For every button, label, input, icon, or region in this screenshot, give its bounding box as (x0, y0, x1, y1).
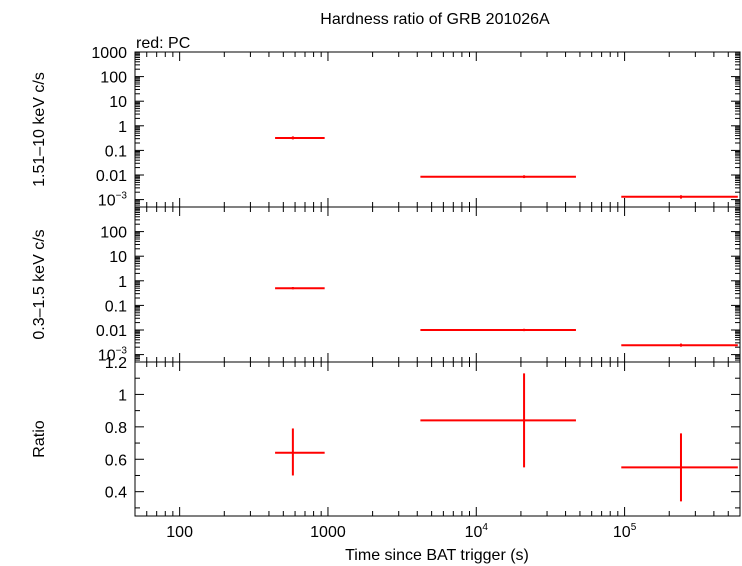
y-tick-label: 1 (118, 387, 127, 404)
data-point (621, 433, 738, 502)
x-axis-label: Time since BAT trigger (s) (345, 547, 529, 564)
y-tick-label: 10−3 (98, 191, 128, 210)
y-axis-label-ratio: Ratio (31, 420, 48, 457)
y-tick-label: 100 (100, 225, 127, 242)
x-tick-label: 1000 (310, 524, 346, 541)
panel-frame (134, 206, 741, 363)
y-tick-label: 0.6 (105, 452, 127, 469)
y-tick-label: 0.8 (105, 420, 127, 437)
data-point (275, 286, 325, 290)
y-tick-label: 1.2 (105, 355, 127, 372)
legend-label: red: PC (136, 35, 190, 52)
panel-ratio: 1.2 1 0.8 0.6 0.4 Ratio (31, 355, 741, 517)
y-tick-label: 0.1 (105, 298, 127, 315)
y-axis-label-soft: 0.3–1.5 keV c/s (31, 229, 48, 339)
y-tick-label: 100 (100, 70, 127, 87)
panel-hard: 1000 100 10 1 0.1 0.01 10−3 1.51–10 keV c/s (31, 45, 741, 210)
y-tick-label: 1 (118, 274, 127, 291)
y-axis-label-hard: 1.51–10 keV c/s (31, 72, 48, 187)
x-tick-labels: 100 1000 104 105 (166, 522, 636, 541)
data-point (275, 136, 325, 140)
panel-frame (134, 361, 741, 517)
chart-title: Hardness ratio of GRB 201026A (320, 11, 550, 28)
y-tick-label: 1 (118, 119, 127, 136)
data-point (621, 195, 738, 199)
y-tick-label-exponent: −3 (116, 346, 128, 357)
data-point (621, 343, 738, 347)
data-point (420, 328, 576, 332)
x-tick-label-exponent: 5 (631, 522, 637, 533)
y-tick-label: 0.1 (105, 143, 127, 160)
data-point (275, 428, 325, 476)
x-tick-label-exponent: 4 (482, 522, 488, 533)
y-tick-label: 1000 (91, 45, 127, 62)
x-tick-label: 105 (613, 522, 637, 541)
x-tick-label: 104 (465, 522, 489, 541)
y-tick-label: 0.4 (105, 485, 127, 502)
y-tick-label: 10 (109, 249, 127, 266)
x-tick-label: 100 (166, 524, 193, 541)
y-tick-label: 10 (109, 94, 127, 111)
panel-frame (134, 51, 741, 208)
y-tick-label-exponent: −3 (116, 191, 128, 202)
y-tick-label: 0.01 (96, 168, 127, 185)
data-point (420, 175, 576, 179)
data-point (420, 373, 576, 468)
y-tick-label: 0.01 (96, 323, 127, 340)
